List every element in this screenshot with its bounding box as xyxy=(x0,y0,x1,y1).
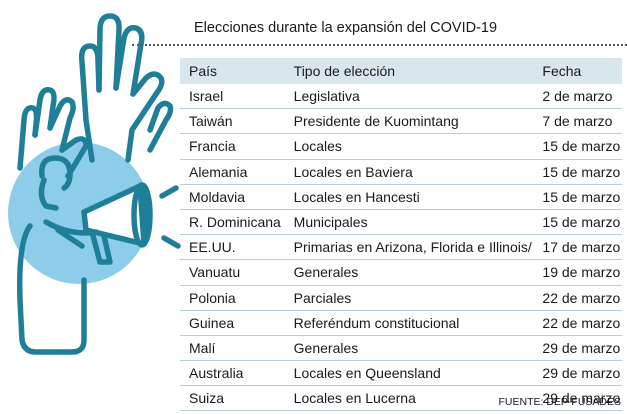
table-row: Taiwán Presidente de Kuomintang 7 de mar… xyxy=(180,108,622,135)
table-row: Guinea Referéndum constitucional 22 de m… xyxy=(180,310,622,336)
cell-country: Moldavia xyxy=(180,184,285,210)
cell-election-type: Locales en Hancesti xyxy=(284,184,534,210)
source-credit: FUENTE: DEP-FUSADES xyxy=(498,396,621,408)
cell-date: 22 de marzo xyxy=(533,310,622,336)
cell-date: 15 de marzo xyxy=(533,209,622,236)
table-row: R. Dominicana Municipales 15 de marzo xyxy=(180,209,622,236)
cell-country: Israel xyxy=(180,84,285,110)
cell-election-type: Parciales xyxy=(284,285,534,311)
cell-election-type: Presidente de Kuomintang xyxy=(284,108,534,135)
cell-election-type: Locales en Queensland xyxy=(284,360,534,387)
cell-election-type: Municipales xyxy=(284,209,534,236)
cell-date: 29 de marzo xyxy=(533,385,622,412)
cell-country: Australia xyxy=(180,360,285,387)
table-row: Polonia Parciales 22 de marzo xyxy=(180,285,622,311)
table-row: Moldavia Locales en Hancesti 15 de marzo xyxy=(180,184,622,210)
table-row: Israel Legislativa 2 de marzo xyxy=(180,84,622,110)
cell-country: Alemania xyxy=(180,159,285,185)
table-row: Vanuatu Generales 19 de marzo xyxy=(180,259,622,286)
cell-country: R. Dominicana xyxy=(180,209,285,236)
elections-table: País Tipo de elección Fecha Israel Legis… xyxy=(180,58,622,412)
cell-date: 29 de marzo xyxy=(533,335,622,362)
cell-election-type: Referéndum constitucional xyxy=(284,310,534,336)
cell-election-type: Locales en Baviera xyxy=(284,159,534,185)
cell-election-type: Locales xyxy=(284,133,534,160)
cell-country: Suiza xyxy=(180,385,285,412)
header-date: Fecha xyxy=(533,58,622,84)
table-title: Elecciones durante la expansión del COVI… xyxy=(194,20,498,36)
header-country: País xyxy=(180,58,285,84)
cell-country: Francia xyxy=(180,133,285,160)
table-row: Francia Locales 15 de marzo xyxy=(180,133,622,160)
cell-country: Guinea xyxy=(180,310,285,336)
cell-date: 15 de marzo xyxy=(533,159,622,185)
cell-date: 29 de marzo xyxy=(533,360,622,387)
header-election-type: Tipo de elección xyxy=(284,58,534,84)
cell-election-type: Generales xyxy=(284,259,534,286)
cell-date: 17 de marzo xyxy=(533,234,622,261)
cell-election-type: Legislativa xyxy=(284,84,534,110)
cell-date: 15 de marzo xyxy=(533,133,622,160)
cell-country: Taiwán xyxy=(180,108,285,135)
cell-country: EE.UU. xyxy=(180,234,285,261)
table-row: Malí Generales 29 de marzo xyxy=(180,335,622,362)
title-divider xyxy=(132,44,627,46)
table-header-row: País Tipo de elección Fecha xyxy=(180,58,622,84)
cell-date: 15 de marzo xyxy=(533,184,622,210)
raised-hands-megaphone-illustration xyxy=(8,13,181,355)
cell-country: Polonia xyxy=(180,285,285,311)
cell-date: 2 de marzo xyxy=(533,84,622,110)
table-row: Australia Locales en Queensland 29 de ma… xyxy=(180,360,622,387)
cell-election-type: Generales xyxy=(284,335,534,362)
cell-election-type: Primarias en Arizona, Florida e Illinois… xyxy=(284,234,534,261)
cell-date: 22 de marzo xyxy=(533,285,622,311)
table-row: Suiza Locales en Lucerna 29 de marzo xyxy=(180,385,622,412)
cell-date: 7 de marzo xyxy=(533,108,622,135)
cell-country: Malí xyxy=(180,335,285,362)
cell-date: 19 de marzo xyxy=(533,259,622,286)
table-row: EE.UU. Primarias en Arizona, Florida e I… xyxy=(180,234,622,261)
cell-country: Vanuatu xyxy=(180,259,285,286)
cell-election-type: Locales en Lucerna xyxy=(284,385,534,412)
table-row: Alemania Locales en Baviera 15 de marzo xyxy=(180,159,622,185)
